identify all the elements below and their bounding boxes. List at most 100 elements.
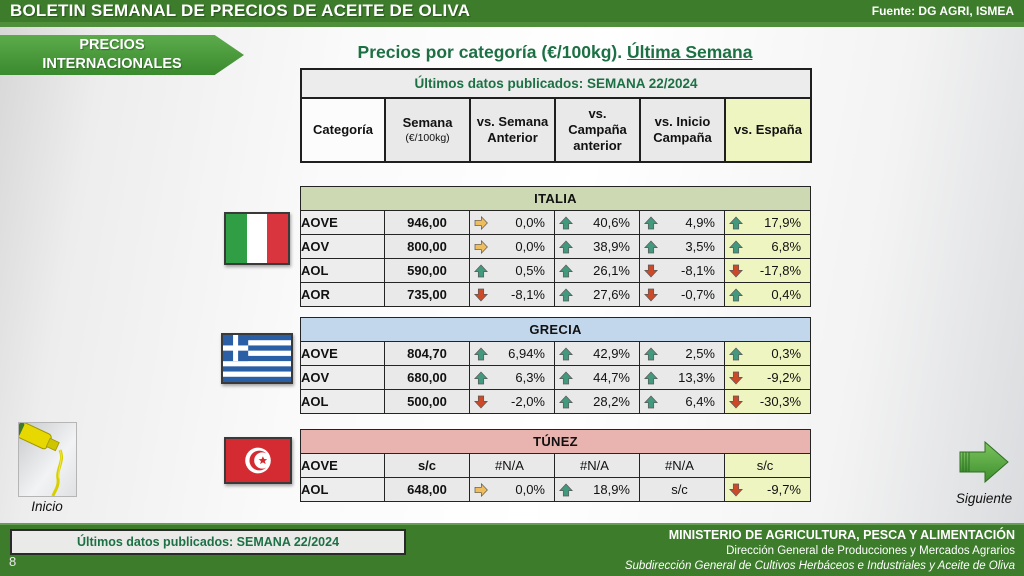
change-cell: 44,7% — [554, 365, 640, 390]
change-cell-content: s/c — [640, 478, 724, 501]
change-cell-content: #N/A — [470, 454, 554, 477]
change-cell-content: 0,5% — [470, 259, 554, 282]
down-arrow-icon — [474, 395, 488, 409]
change-cell: 0,5% — [469, 258, 555, 283]
change-cell-content: 0,0% — [470, 235, 554, 258]
inicio-button[interactable] — [18, 422, 77, 497]
change-cell: 0,0% — [469, 477, 555, 502]
change-cell-content: 27,6% — [555, 283, 639, 306]
inicio-label[interactable]: Inicio — [31, 499, 63, 514]
category-cell: AOV — [300, 234, 385, 259]
price-cell: 946,00 — [384, 210, 470, 235]
change-cell-content: 17,9% — [725, 211, 810, 234]
col-label: vs. Inicio Campaña — [653, 113, 712, 145]
up-arrow-icon — [559, 263, 573, 277]
right-arrow-icon — [474, 482, 488, 497]
change-cell: 0,0% — [469, 210, 555, 235]
change-value: 26,1% — [593, 263, 630, 278]
change-value: s/c — [756, 458, 774, 473]
change-cell: s/c — [724, 453, 811, 478]
siguiente-label[interactable]: Siguiente — [955, 491, 1013, 506]
change-cell-content: 0,4% — [725, 283, 810, 306]
table-row: AOL 590,00 0,5% 26,1% -8,1% -17,8% — [300, 258, 812, 283]
change-cell-content: -0,7% — [640, 283, 724, 306]
siguiente-button[interactable] — [958, 437, 1010, 487]
col-label: Categoría — [313, 121, 373, 137]
change-cell: #N/A — [469, 453, 555, 478]
change-value: 17,9% — [764, 215, 802, 230]
right-arrow-icon — [474, 239, 488, 254]
change-value: 13,3% — [678, 370, 715, 385]
category-cell: AOV — [300, 365, 385, 390]
change-value: 18,9% — [593, 482, 630, 497]
change-cell: 28,2% — [554, 389, 640, 414]
table-row: AOR 735,00 -8,1% 27,6% -0,7% 0,4% — [300, 282, 812, 307]
change-value: 6,8% — [771, 239, 802, 254]
up-arrow-icon — [644, 239, 658, 253]
up-arrow-icon — [644, 394, 658, 408]
price-table-header: Últimos datos publicados: SEMANA 22/2024… — [299, 68, 813, 163]
bulletin-title: BOLETIN SEMANAL DE PRECIOS DE ACEITE DE … — [10, 1, 471, 20]
up-arrow-icon — [474, 346, 488, 360]
col-sublabel: (€/100kg) — [405, 131, 450, 144]
change-value: 27,6% — [593, 287, 630, 302]
country-name: ITALIA — [299, 186, 812, 211]
category-cell: AOL — [300, 258, 385, 283]
col-vs-campana-anterior: vs. Campaña anterior — [554, 97, 641, 163]
change-value: 42,9% — [593, 346, 630, 361]
price-cell: s/c — [384, 453, 470, 478]
col-label: vs. Campaña anterior — [568, 105, 627, 154]
table-row: AOVE 804,70 6,94% 42,9% 2,5% 0,3% — [300, 341, 812, 366]
change-cell-content: -8,1% — [640, 259, 724, 282]
italy-flag — [224, 212, 290, 265]
change-cell: 4,9% — [639, 210, 725, 235]
change-value: -9,2% — [767, 370, 802, 385]
change-cell: 26,1% — [554, 258, 640, 283]
col-label: vs. España — [734, 121, 802, 137]
down-arrow-icon — [729, 395, 743, 409]
change-cell: 40,6% — [554, 210, 640, 235]
country-header-row: ITALIA — [299, 186, 812, 211]
published-banner-row: Últimos datos publicados: SEMANA 22/2024 — [299, 68, 813, 99]
up-arrow-icon — [474, 263, 488, 277]
change-value: #N/A — [495, 458, 524, 473]
top-band: BOLETIN SEMANAL DE PRECIOS DE ACEITE DE … — [0, 0, 1024, 27]
country-header-row: GRECIA — [299, 317, 812, 342]
change-cell-content: #N/A — [640, 454, 724, 477]
category-cell: AOVE — [300, 210, 385, 235]
category-cell: AOVE — [300, 453, 385, 478]
category-cell: AOL — [300, 477, 385, 502]
page-number: 8 — [9, 554, 17, 569]
greece-flag-icon — [223, 335, 291, 382]
change-cell-content: 3,5% — [640, 235, 724, 258]
olive-oil-pour-icon — [19, 423, 76, 496]
change-cell-content: -9,7% — [725, 478, 810, 501]
column-header-row: Categoría Semana (€/100kg) vs. Semana An… — [300, 97, 813, 163]
change-cell: 38,9% — [554, 234, 640, 259]
down-arrow-icon — [729, 371, 743, 385]
next-arrow-icon — [959, 440, 1009, 484]
change-cell: -2,0% — [469, 389, 555, 414]
change-cell-content: 2,5% — [640, 342, 724, 365]
change-cell: #N/A — [554, 453, 640, 478]
change-cell: -8,1% — [469, 282, 555, 307]
italy-flag-red-stripe — [267, 214, 289, 263]
col-vs-inicio-campana: vs. Inicio Campaña — [639, 97, 726, 163]
change-cell: s/c — [639, 477, 725, 502]
change-value: 0,0% — [515, 239, 545, 254]
change-cell-content: -30,3% — [725, 390, 810, 413]
section-banner-precios-internacionales[interactable]: PRECIOS INTERNACIONALES — [0, 35, 244, 75]
change-value: -2,0% — [511, 394, 545, 409]
change-cell: 42,9% — [554, 341, 640, 366]
country-name: GRECIA — [299, 317, 812, 342]
change-value: -0,7% — [681, 287, 715, 302]
change-value: 38,9% — [593, 239, 630, 254]
change-value: 2,5% — [685, 346, 715, 361]
ministry-name: MINISTERIO DE AGRICULTURA, PESCA Y ALIME… — [668, 528, 1015, 542]
down-arrow-icon — [644, 264, 658, 278]
price-cell: 735,00 — [384, 282, 470, 307]
change-cell: #N/A — [639, 453, 725, 478]
price-cell: 800,00 — [384, 234, 470, 259]
change-cell: -0,7% — [639, 282, 725, 307]
up-arrow-icon — [729, 287, 743, 301]
